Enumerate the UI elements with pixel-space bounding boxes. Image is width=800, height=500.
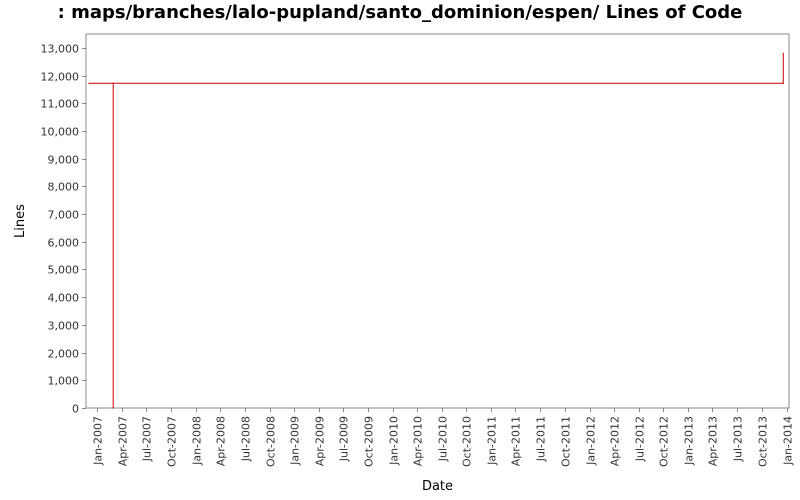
y-tick-label: 3,000 (48, 320, 80, 333)
x-tick-label: Apr-2013 (707, 416, 720, 466)
x-tick-label: Oct-2007 (166, 416, 179, 467)
x-tick-label: Apr-2007 (117, 416, 130, 466)
series-point (112, 82, 114, 84)
x-tick-label: Jul-2007 (141, 416, 154, 462)
x-tick-label: Jul-2010 (437, 416, 450, 462)
series-line (89, 53, 784, 408)
y-tick-label: 10,000 (41, 126, 80, 139)
y-axis: 0 1,000 2,000 3,000 4,000 5,000 6,000 7,000 8,00… (41, 43, 86, 416)
plot-frame (85, 33, 790, 409)
x-tick-label: Jan-2008 (191, 416, 204, 466)
series-point (88, 82, 90, 84)
y-tick-label: 9,000 (48, 154, 80, 167)
y-tick-label: 2,000 (48, 348, 80, 361)
x-tick-label: Jul-2008 (240, 416, 253, 462)
x-tick-label: Jan-2007 (92, 416, 105, 466)
series-point (782, 52, 784, 55)
series-point (782, 82, 784, 84)
series-layer (88, 52, 784, 409)
y-tick-label: 1,000 (48, 375, 80, 388)
x-tick-label: Jan-2014 (782, 416, 795, 466)
y-tick-label: 11,000 (41, 98, 80, 111)
y-tick-label: 4,000 (48, 292, 80, 305)
y-tick-label: 12,000 (41, 71, 80, 84)
x-tick-label: Jan-2010 (388, 416, 401, 466)
x-tick-label: Oct-2010 (461, 416, 474, 467)
x-axis-title: Date (422, 479, 453, 494)
x-tick-label: Jul-2012 (634, 416, 647, 462)
x-tick-label: Jan-2009 (289, 416, 302, 466)
x-tick-label: Apr-2012 (609, 416, 622, 466)
x-tick-label: Jul-2011 (535, 416, 548, 462)
x-axis: Jan-2007 Apr-2007 Jul-2007 Oct-2007 Jan-2008… (92, 408, 795, 467)
x-tick-label: Oct-2013 (757, 416, 770, 467)
x-tick-label: Oct-2012 (658, 416, 671, 467)
y-tick-label: 6,000 (48, 237, 80, 250)
y-tick-label: 8,000 (48, 181, 80, 194)
series-point (112, 407, 114, 409)
y-tick-label: 5,000 (48, 264, 80, 277)
x-tick-label: Jul-2009 (338, 416, 351, 462)
x-tick-label: Apr-2011 (510, 416, 523, 466)
x-tick-label: Apr-2009 (314, 416, 327, 466)
x-tick-label: Jul-2013 (732, 416, 745, 462)
x-tick-label: Apr-2008 (215, 416, 228, 466)
x-tick-label: Apr-2010 (412, 416, 425, 466)
x-tick-label: Jan-2013 (683, 416, 696, 466)
y-tick-label: 0 (72, 403, 79, 416)
x-tick-label: Oct-2008 (265, 416, 278, 467)
x-tick-label: Jan-2011 (486, 416, 499, 466)
x-tick-label: Oct-2011 (560, 416, 573, 467)
y-axis-title: Lines (13, 204, 28, 238)
y-tick-label: 7,000 (48, 209, 80, 222)
x-tick-label: Jan-2012 (585, 416, 598, 466)
y-tick-label: 13,000 (41, 43, 80, 56)
chart-title: : maps/branches/lalo-pupland/santo_domin… (57, 2, 743, 23)
x-tick-label: Oct-2009 (363, 416, 376, 467)
plot-area (85, 33, 790, 409)
